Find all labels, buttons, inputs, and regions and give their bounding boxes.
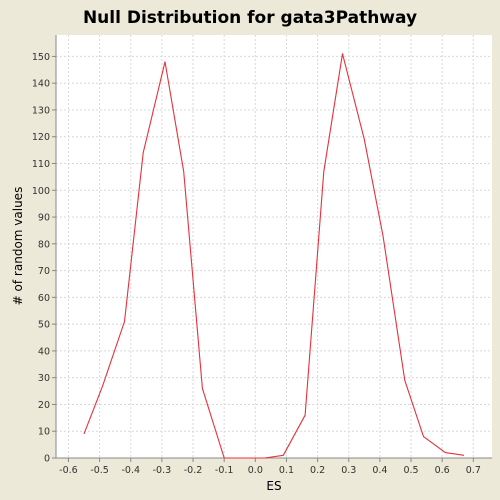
series [83, 53, 465, 459]
y-tick-label: 80 [38, 239, 50, 250]
y-tick-label: 140 [32, 79, 50, 90]
data-point [363, 138, 365, 140]
y-tick-label: 0 [44, 454, 50, 465]
data-point [282, 454, 284, 456]
data-point [263, 457, 265, 459]
y-tick-label: 60 [38, 293, 50, 304]
y-tick-label: 100 [32, 186, 50, 197]
series-line [83, 53, 465, 459]
data-point [123, 320, 125, 322]
grid-lines [56, 35, 492, 458]
data-point [201, 387, 203, 389]
x-tick-label: -0.5 [90, 465, 109, 476]
x-tick-label: 0.5 [403, 465, 418, 476]
data-point [404, 379, 406, 381]
y-tick-label: 110 [32, 159, 50, 170]
y-tick-label: 130 [32, 105, 50, 116]
x-tick-label: -0.3 [153, 465, 172, 476]
data-point [242, 457, 244, 459]
axes [52, 35, 492, 462]
y-tick-label: 70 [38, 266, 50, 277]
data-point [463, 454, 465, 456]
x-tick-label: 0.1 [279, 465, 294, 476]
data-point [223, 457, 225, 459]
x-tick-label: 0.4 [372, 465, 387, 476]
data-point [323, 170, 325, 172]
y-tick-label: 20 [38, 400, 50, 411]
y-axis-label: # of random values [11, 187, 25, 306]
data-point [182, 170, 184, 172]
x-tick-label: -0.4 [121, 465, 140, 476]
y-tick-label: 120 [32, 132, 50, 143]
data-point [304, 414, 306, 416]
x-tick-label: -0.6 [59, 465, 78, 476]
x-tick-label: 0.6 [435, 465, 450, 476]
data-point [142, 152, 144, 154]
data-point [382, 235, 384, 237]
tick-labels: 0 10 20 30 40 50 60 70 80 90 100 110 120 130 140 150 -0.… [32, 52, 481, 476]
x-tick-label: 0.7 [466, 465, 481, 476]
data-point [341, 53, 343, 55]
data-point [422, 435, 424, 437]
x-tick-label: 0.0 [248, 465, 263, 476]
x-tick-label: -0.1 [215, 465, 234, 476]
x-tick-label: -0.2 [184, 465, 203, 476]
x-axis-label: ES [266, 479, 281, 493]
y-tick-label: 150 [32, 52, 50, 63]
y-tick-label: 30 [38, 373, 50, 384]
x-tick-label: 0.2 [310, 465, 325, 476]
chart-title: Null Distribution for gata3Pathway [83, 8, 417, 28]
y-tick-label: 90 [38, 213, 50, 224]
y-tick-label: 40 [38, 346, 50, 357]
data-point [83, 433, 85, 435]
data-point [102, 385, 104, 387]
plot-area [56, 35, 492, 458]
data-point [444, 451, 446, 453]
y-tick-label: 50 [38, 320, 50, 331]
y-tick-label: 10 [38, 427, 50, 438]
data-point [164, 61, 166, 63]
x-tick-label: 0.3 [341, 465, 356, 476]
